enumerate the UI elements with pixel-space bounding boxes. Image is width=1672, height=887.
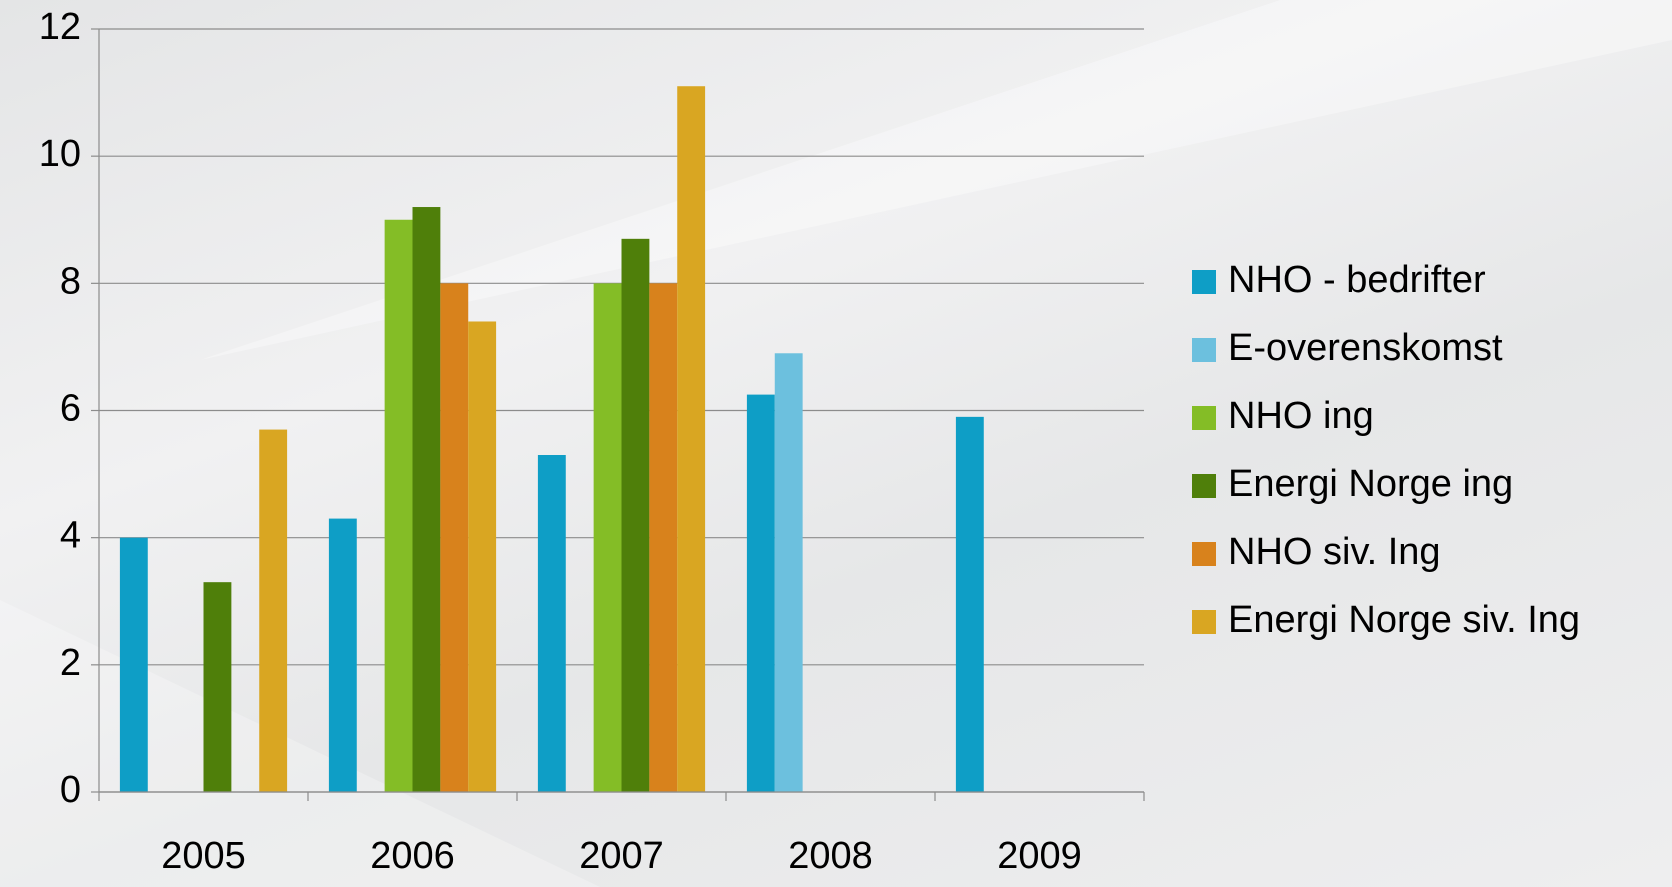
legend-label: NHO siv. Ing	[1228, 531, 1441, 573]
legend-swatch	[1192, 406, 1216, 430]
legend-swatch	[1192, 610, 1216, 634]
y-tick-label: 4	[60, 515, 81, 557]
bar	[468, 321, 497, 792]
y-tick-label: 10	[39, 133, 81, 175]
legend-swatch	[1192, 474, 1216, 498]
y-tick-label: 12	[39, 6, 81, 48]
y-tick-label: 6	[60, 388, 81, 430]
bar	[621, 238, 650, 792]
legend-label: NHO - bedrifter	[1228, 259, 1486, 301]
legend-swatch	[1192, 542, 1216, 566]
legend-label: NHO ing	[1228, 395, 1374, 437]
y-tick-label: 8	[60, 260, 81, 302]
x-tick-label: 2008	[788, 835, 873, 877]
bar	[328, 518, 357, 792]
legend-label: Energi Norge siv. Ing	[1228, 599, 1580, 641]
bar	[384, 219, 413, 792]
bar	[259, 429, 288, 792]
x-tick-label: 2005	[161, 835, 246, 877]
x-tick-label: 2009	[997, 835, 1082, 877]
background-streak	[0, 600, 600, 887]
bar	[440, 283, 469, 792]
background-streak	[200, 0, 1672, 360]
y-tick-label: 2	[60, 642, 81, 684]
bar	[955, 416, 984, 792]
bar	[677, 86, 706, 793]
bar	[412, 207, 441, 793]
x-tick-label: 2007	[579, 835, 664, 877]
y-tick-label: 0	[60, 769, 81, 811]
bar	[649, 283, 678, 792]
legend-swatch	[1192, 338, 1216, 362]
legend-label: Energi Norge ing	[1228, 463, 1513, 505]
legend-swatch	[1192, 270, 1216, 294]
bar	[774, 353, 803, 792]
bar	[119, 537, 148, 792]
legend-label: E-overenskomst	[1228, 327, 1503, 369]
bar	[537, 455, 566, 792]
bar	[746, 394, 775, 792]
bar	[593, 283, 622, 792]
x-tick-label: 2006	[370, 835, 455, 877]
bar	[203, 582, 232, 792]
